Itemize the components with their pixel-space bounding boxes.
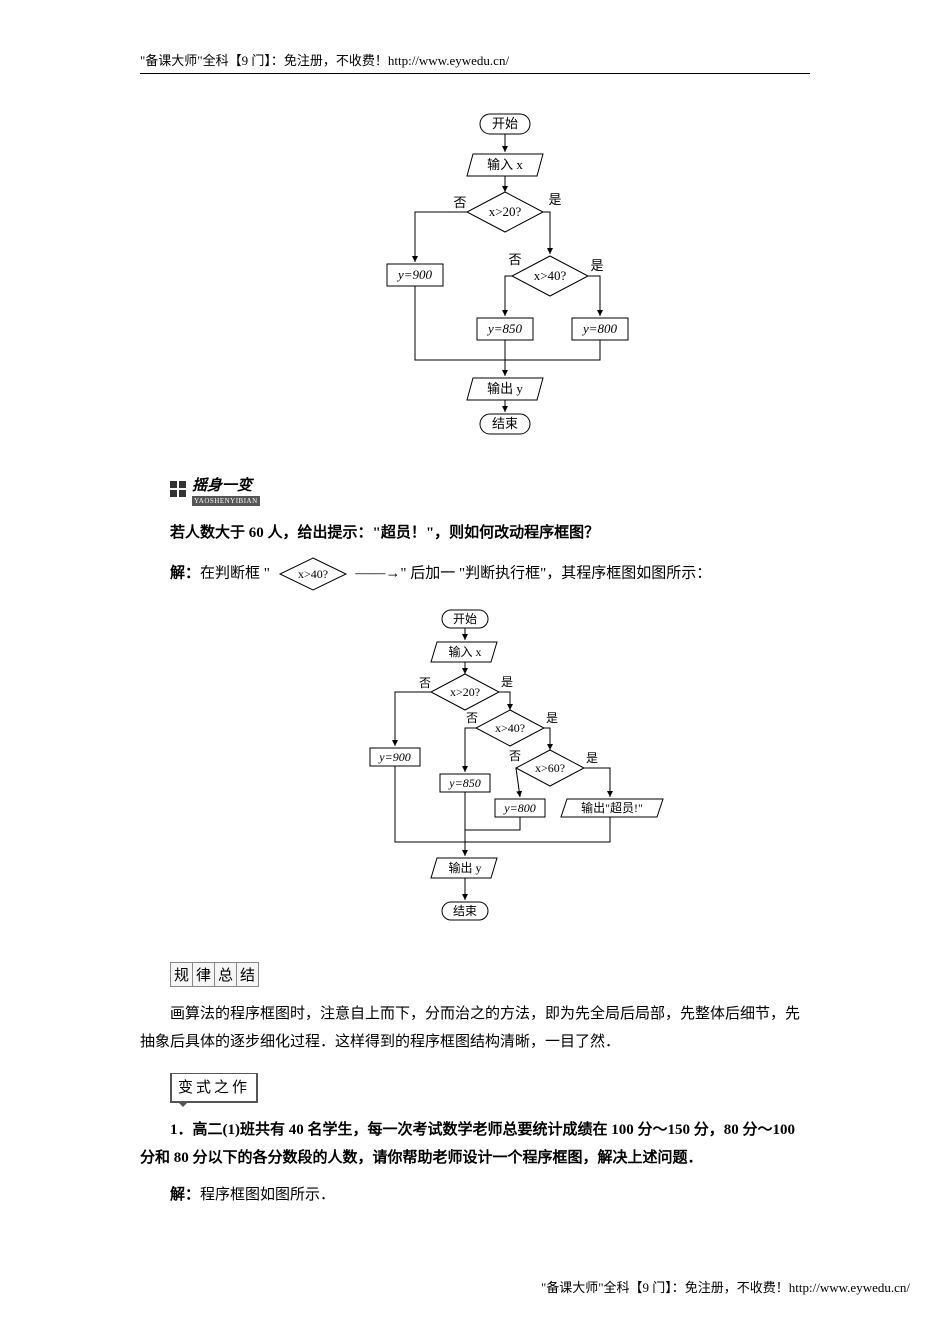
fc2-d2: x>40? <box>495 721 525 735</box>
fc2-over: 输出"超员!" <box>581 800 643 815</box>
yaoshen-title: 摇身一变 <box>192 478 252 494</box>
fc2-d3-yes: 是 <box>586 751 598 765</box>
fc1-d1-no: 否 <box>453 195 466 210</box>
svg-text:x>40?: x>40? <box>298 567 328 581</box>
fc2-d2-no: 否 <box>466 711 478 725</box>
fc1-input: 输入 x <box>487 157 523 172</box>
yaoshen-sub: YAOSHENYIBIAN <box>192 496 260 506</box>
fc1-y800: y=800 <box>581 321 618 336</box>
fc1-y850: y=850 <box>486 321 523 336</box>
fc2-d3-no: 否 <box>509 749 521 763</box>
fc2-output: 输出 y <box>448 860 481 875</box>
fc1-end: 结束 <box>492 416 518 431</box>
fc2-d2-yes: 是 <box>546 711 558 725</box>
fc2-end: 结束 <box>453 904 477 918</box>
fc2-y850: y=850 <box>448 776 480 790</box>
question-1: 若人数大于 60 人，给出提示："超员！"，则如何改动程序框图？ <box>140 519 810 548</box>
fc2-d3: x>60? <box>535 761 565 775</box>
fc1-output: 输出 y <box>487 381 523 396</box>
guilv-badge: 规律总结 <box>170 962 258 987</box>
fc1-y900: y=900 <box>396 267 433 282</box>
fc1-d1-yes: 是 <box>548 192 561 207</box>
inline-diamond-icon: x>40? <box>278 556 348 592</box>
problem-1: 1．高二(1)班共有 40 名学生，每一次考试数学老师总要统计成绩在 100 分… <box>140 1116 810 1173</box>
flowchart-1: 开始 输入 x x>20? 是 否 y=900 x>40? 是 否 y=850 … <box>295 104 655 444</box>
fc1-d2: x>40? <box>534 268 567 283</box>
fc2-y800: y=800 <box>503 801 535 815</box>
fc1-d2-yes: 是 <box>590 258 603 273</box>
fc2-y900: y=900 <box>378 750 410 764</box>
fc2-start: 开始 <box>453 612 477 626</box>
fc1-d1: x>20? <box>489 204 522 219</box>
summary-text: 画算法的程序框图时，注意自上而下，分而治之的方法，即为先全局后局部，先整体后细节… <box>140 1000 810 1057</box>
problem-1-answer: 解：程序框图如图所示． <box>140 1181 810 1210</box>
fc1-d2-no: 否 <box>508 252 521 267</box>
squares-icon <box>170 481 188 499</box>
answer-1: 解：在判断框 " x>40? ——→" 后加一 "判断执行框"，其程序框图如图所… <box>140 556 810 592</box>
fc2-d1-no: 否 <box>419 676 431 690</box>
fc2-d1-yes: 是 <box>501 675 513 689</box>
fc2-d1: x>20? <box>450 685 480 699</box>
page-footer: "备课大师"全科【9 门】：免注册，不收费！http://www.eywedu.… <box>0 1257 950 1326</box>
page-header: "备课大师"全科【9 门】：免注册，不收费！http://www.eywedu.… <box>140 50 810 74</box>
fc1-start: 开始 <box>492 116 518 131</box>
yaoshen-badge: 摇身一变 YAOSHENYIBIAN <box>170 474 260 506</box>
fc2-input: 输入 x <box>448 644 481 659</box>
flowchart-2: 开始 输入 x x>20? 是 否 y=900 x>40? 是 否 y=850 … <box>265 602 685 932</box>
bianshi-badge: 变式之作 <box>170 1073 258 1103</box>
